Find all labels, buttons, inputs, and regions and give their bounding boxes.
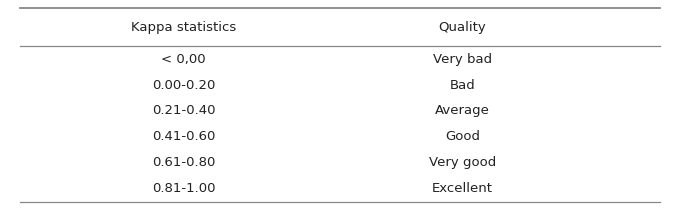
Text: 0.00-0.20: 0.00-0.20 xyxy=(152,79,216,92)
Text: Very bad: Very bad xyxy=(433,53,492,66)
Text: Very good: Very good xyxy=(429,156,496,169)
Text: Kappa statistics: Kappa statistics xyxy=(131,21,236,34)
Text: Bad: Bad xyxy=(449,79,475,92)
Text: < 0,00: < 0,00 xyxy=(161,53,206,66)
Text: Good: Good xyxy=(445,130,480,143)
Text: 0.81-1.00: 0.81-1.00 xyxy=(152,182,216,195)
Text: Excellent: Excellent xyxy=(432,182,493,195)
Text: 0.21-0.40: 0.21-0.40 xyxy=(152,104,216,117)
Text: 0.41-0.60: 0.41-0.60 xyxy=(152,130,216,143)
Text: Quality: Quality xyxy=(439,21,486,34)
Text: 0.61-0.80: 0.61-0.80 xyxy=(152,156,216,169)
Text: Average: Average xyxy=(435,104,490,117)
